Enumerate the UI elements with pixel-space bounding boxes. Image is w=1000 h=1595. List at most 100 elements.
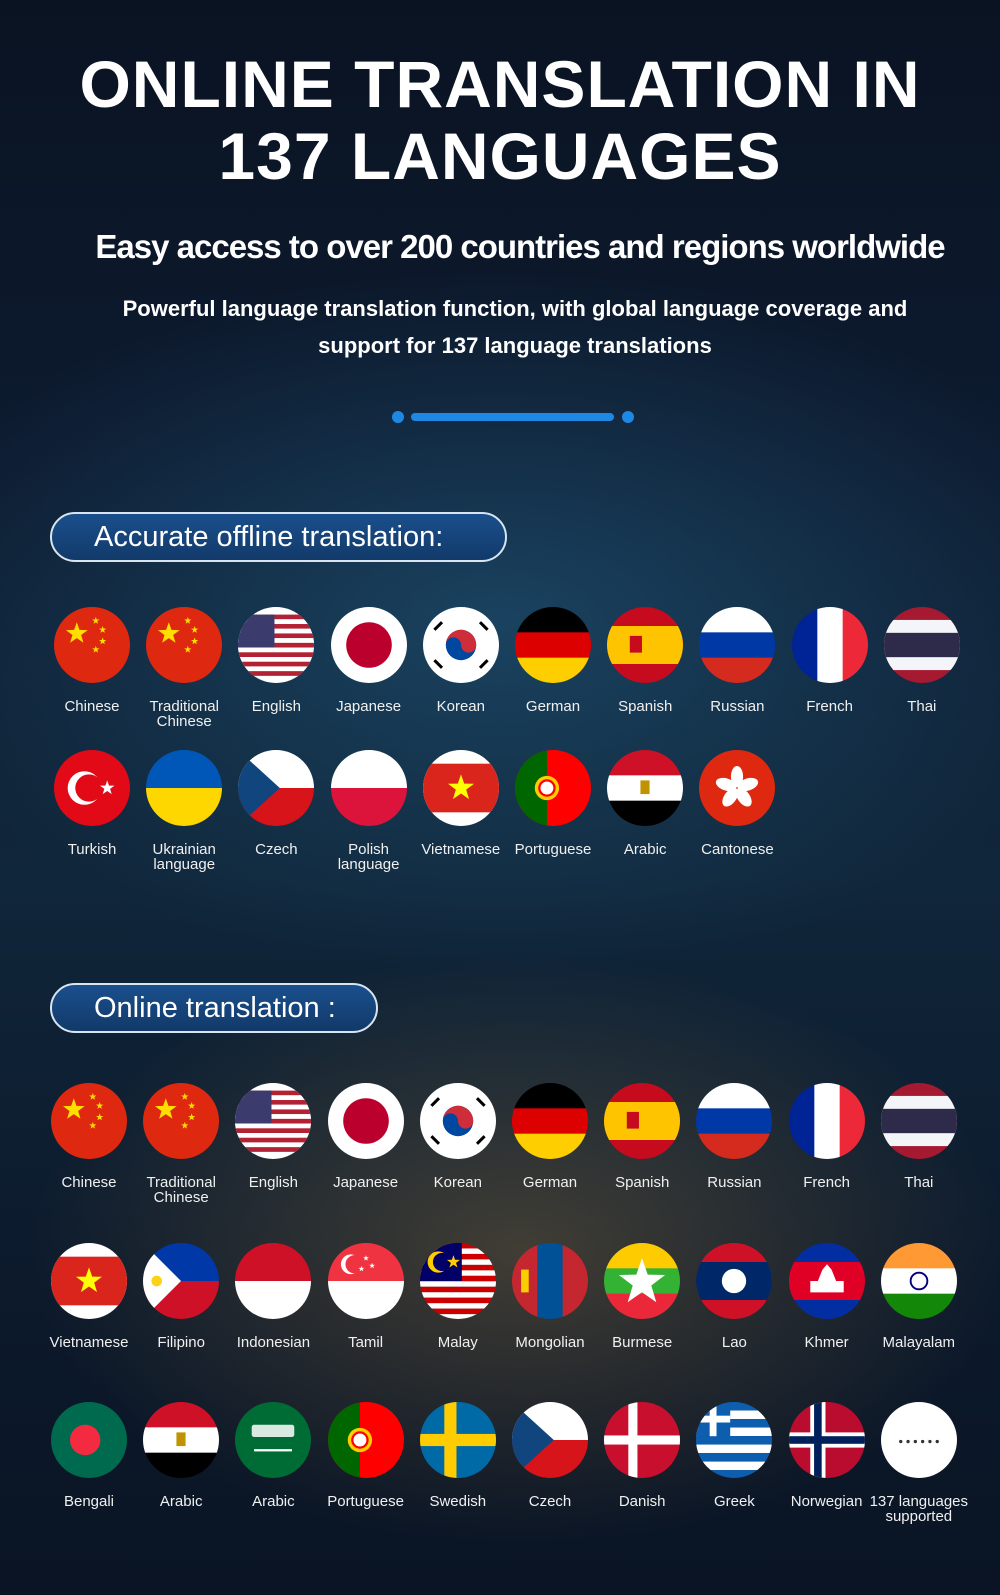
flag: [235, 1083, 312, 1159]
language-name: Tamil: [348, 1334, 384, 1351]
flag: [419, 1243, 496, 1319]
flag: [696, 1083, 773, 1159]
language-item: French: [778, 607, 882, 714]
flag: [607, 607, 684, 683]
language-item: Russian: [682, 1083, 786, 1190]
flag: [327, 1083, 404, 1159]
language-name: Vietnamese: [421, 841, 501, 858]
language-item: Vietnamese: [37, 1243, 141, 1350]
language-item: Portuguese: [501, 750, 605, 857]
language-item: Chinese: [40, 607, 144, 714]
flag: [422, 750, 499, 826]
language-item: Thai: [870, 607, 974, 714]
language-name: Cantonese: [701, 841, 774, 858]
flag: [238, 607, 315, 683]
language-name: Czech: [255, 841, 298, 858]
flag: [515, 607, 591, 683]
language-item: Norwegian: [775, 1402, 879, 1509]
flag: [696, 1402, 773, 1478]
language-item: Korean: [406, 1083, 510, 1190]
flag: [51, 1083, 127, 1159]
language-name: Mongolian: [515, 1334, 585, 1351]
language-item: Chinese: [37, 1083, 141, 1190]
section-label: Accurate offline translation:: [50, 512, 507, 562]
language-name: German: [525, 698, 581, 715]
language-name: Thai: [907, 698, 937, 715]
language-item: Danish: [590, 1402, 694, 1509]
language-item: Polish language: [317, 750, 421, 872]
language-name: Korean: [436, 698, 485, 715]
language-name: Russian: [710, 698, 765, 715]
language-name: Arabic: [623, 841, 667, 858]
language-item: Czech: [498, 1402, 602, 1509]
flag: [880, 1402, 957, 1478]
flag: [791, 607, 868, 683]
language-name: 137 languages supported: [869, 1493, 969, 1525]
language-name: French: [803, 1174, 850, 1191]
flag: [327, 1243, 404, 1319]
language-item: Korean: [409, 607, 513, 714]
flag: [146, 607, 223, 683]
flag: [143, 1402, 220, 1478]
language-name: Japanese: [336, 698, 402, 715]
language-item: Bengali: [37, 1402, 141, 1509]
flag: [330, 750, 407, 826]
language-name: Thai: [904, 1174, 934, 1191]
language-name: Traditional Chinese: [146, 1174, 216, 1206]
flag: [696, 1243, 773, 1319]
flag: [880, 1243, 957, 1319]
language-name: Chinese: [64, 698, 120, 715]
language-item: German: [501, 607, 605, 714]
language-item: Greek: [682, 1402, 786, 1509]
language-name: Polish language: [337, 841, 400, 873]
flag: [146, 750, 223, 826]
language-item: Portuguese: [314, 1402, 418, 1509]
language-name: Arabic: [159, 1493, 203, 1510]
language-name: Lao: [721, 1334, 747, 1351]
language-name: Burmese: [612, 1334, 673, 1351]
language-name: German: [522, 1174, 578, 1191]
flag: [512, 1243, 588, 1319]
language-name: Spanish: [618, 698, 673, 715]
language-item: Arabic: [593, 750, 697, 857]
language-name: Indonesian: [236, 1334, 311, 1351]
language-name: Vietnamese: [49, 1334, 129, 1351]
language-item: Malayalam: [867, 1243, 971, 1350]
language-item: Turkish: [40, 750, 144, 857]
language-item: Russian: [685, 607, 789, 714]
language-name: Arabic: [252, 1493, 295, 1510]
language-item: 137 languages supported: [867, 1402, 971, 1524]
language-item: Spanish: [593, 607, 697, 714]
language-item: Malay: [406, 1243, 510, 1350]
indicator-dot: [622, 411, 634, 423]
flag: [327, 1402, 404, 1478]
section-label: Online translation :: [50, 983, 378, 1033]
language-item: Arabic: [129, 1402, 233, 1509]
language-name: English: [248, 1174, 298, 1191]
language-item: Swedish: [406, 1402, 510, 1509]
subtitle: Easy access to over 200 countries and re…: [95, 228, 945, 265]
language-item: Arabic: [221, 1402, 325, 1509]
language-item: German: [498, 1083, 602, 1190]
language-item: Filipino: [129, 1243, 233, 1350]
language-name: Portuguese: [514, 841, 592, 858]
language-item: Mongolian: [498, 1243, 602, 1350]
flag: [235, 1243, 312, 1319]
language-item: Tamil: [314, 1243, 418, 1350]
language-item: Burmese: [590, 1243, 694, 1350]
language-name: Korean: [433, 1174, 482, 1191]
flag: [235, 1402, 312, 1478]
language-item: English: [224, 607, 328, 714]
language-name: Filipino: [157, 1334, 205, 1351]
flag: [604, 1083, 681, 1159]
language-item: Spanish: [590, 1083, 694, 1190]
language-name: Czech: [528, 1493, 572, 1510]
language-item: Indonesian: [221, 1243, 325, 1350]
language-item: Japanese: [314, 1083, 418, 1190]
language-item: Traditional Chinese: [132, 607, 236, 729]
language-item: English: [221, 1083, 325, 1190]
language-item: Japanese: [317, 607, 421, 714]
flag: [51, 1402, 127, 1478]
language-item: Cantonese: [685, 750, 789, 857]
